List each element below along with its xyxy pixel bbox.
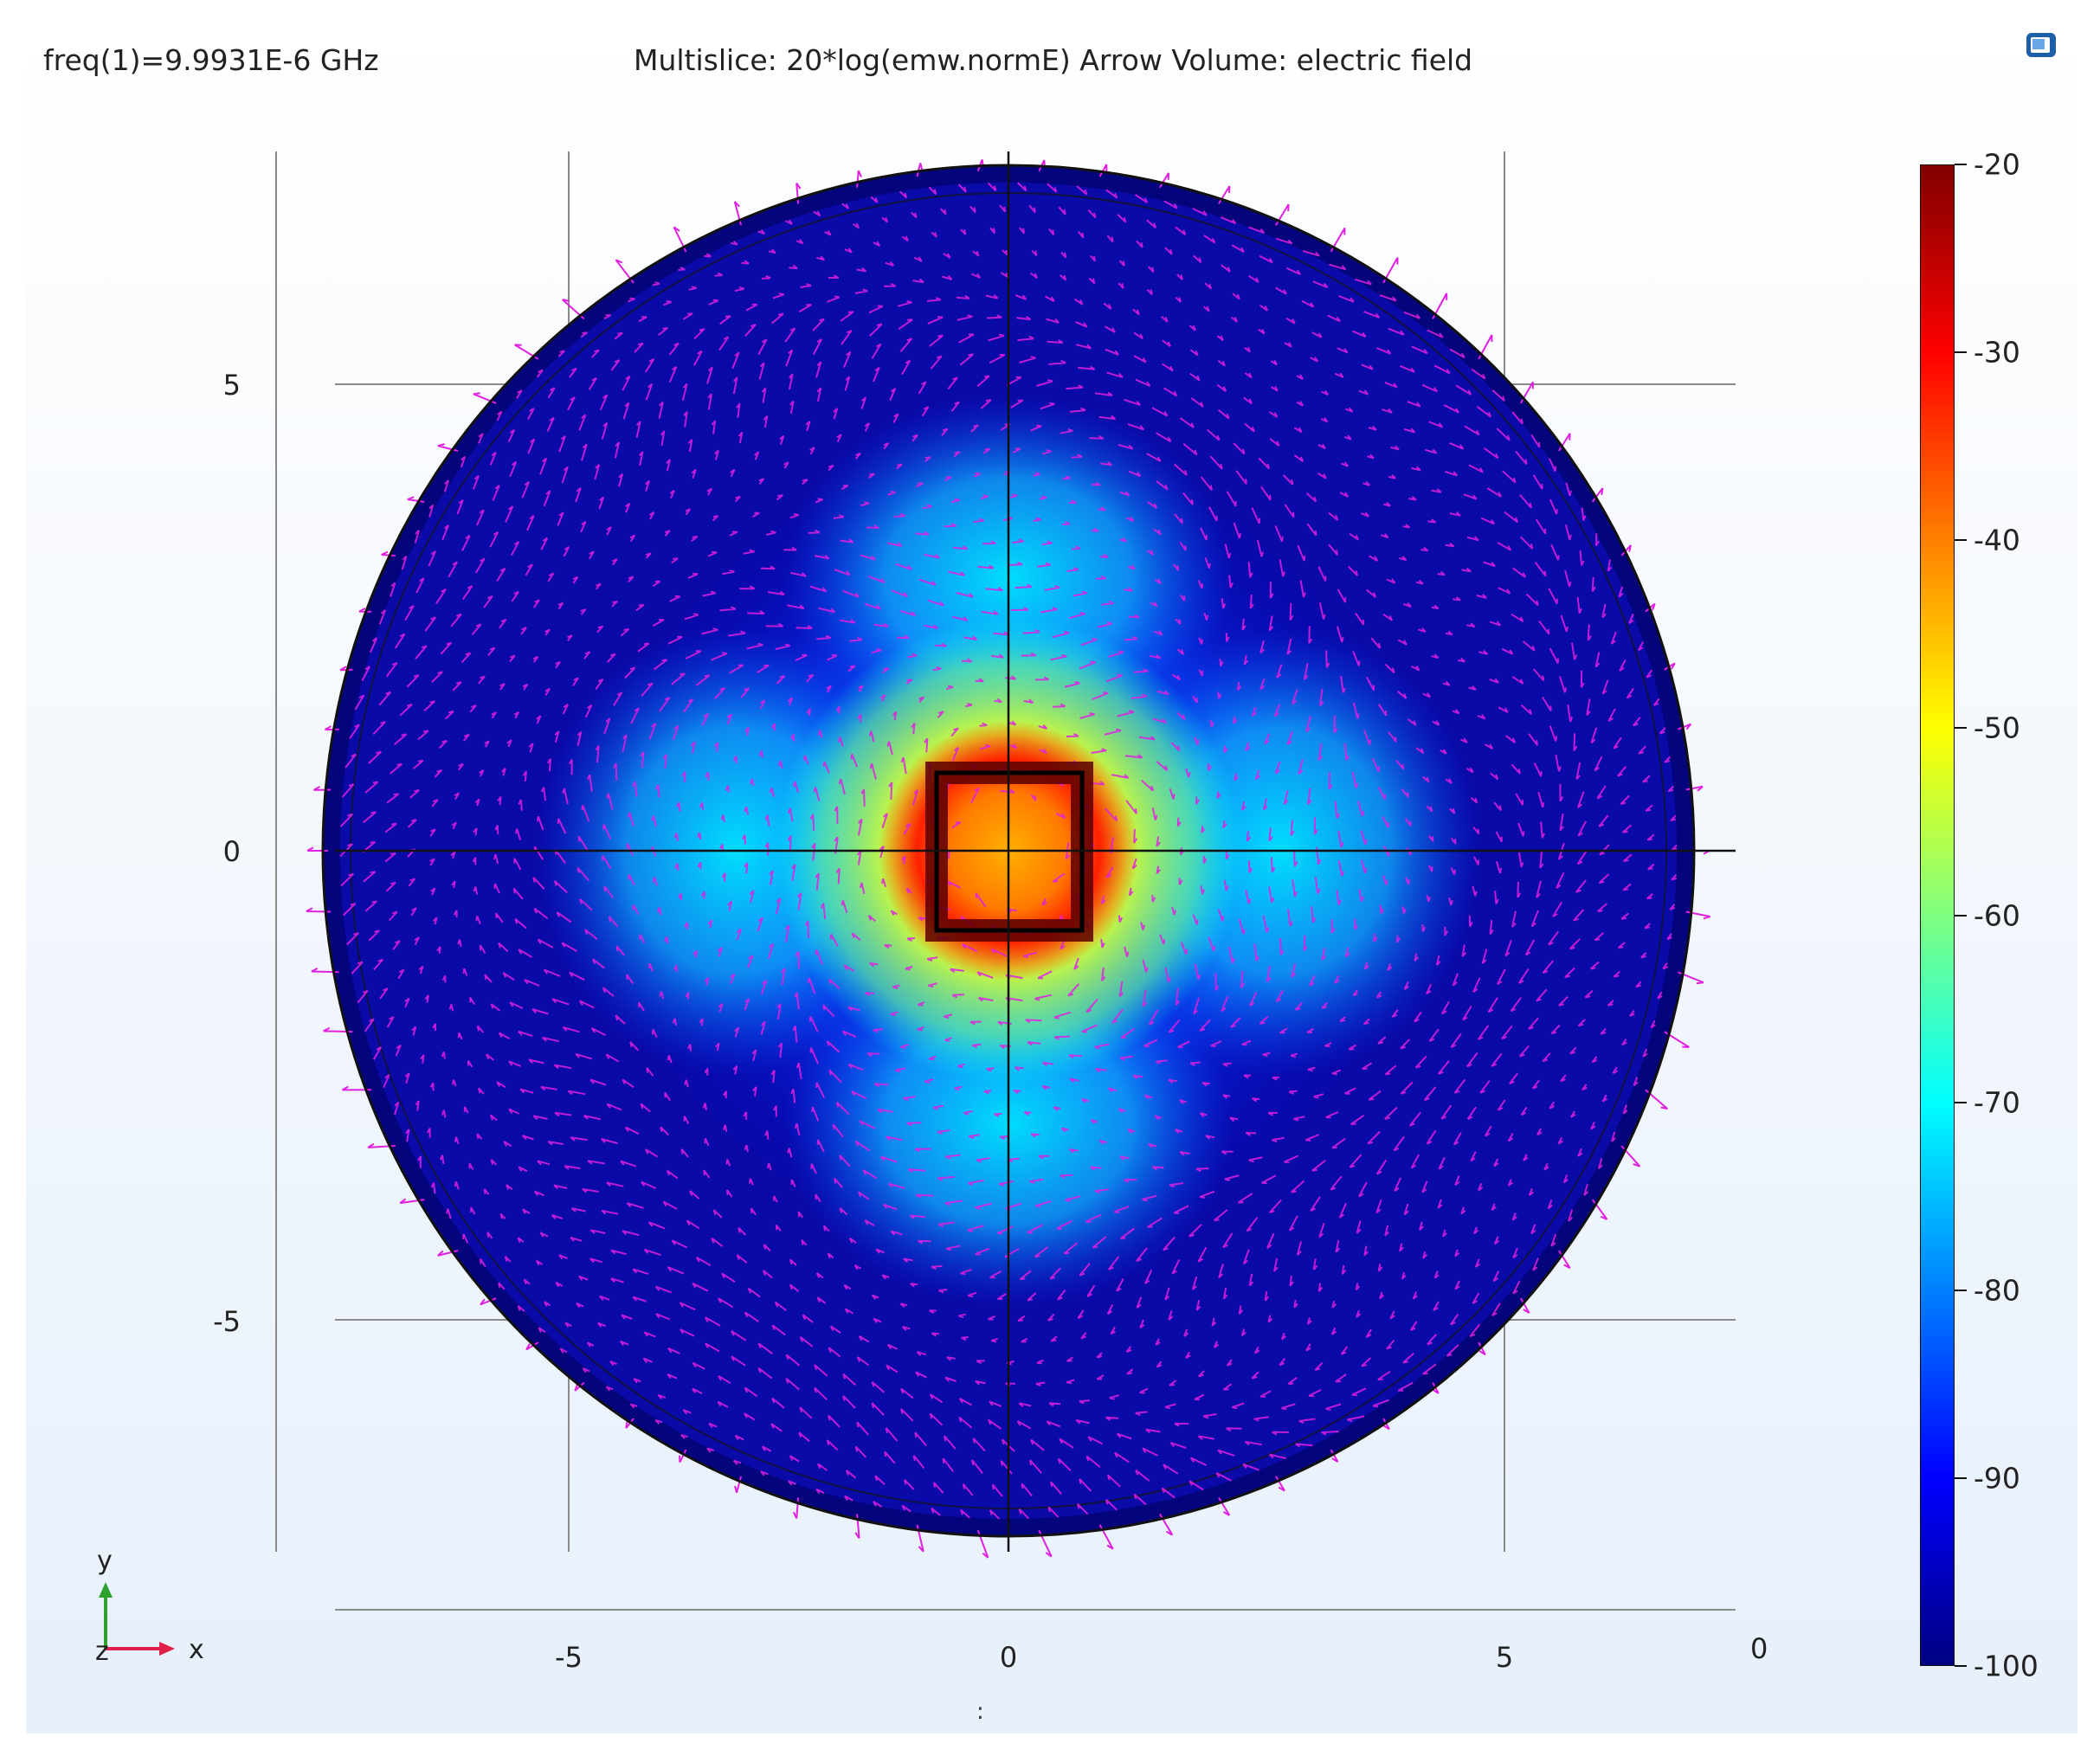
colorbar-label: -40 (1974, 523, 2020, 557)
colorbar-tick (1955, 1665, 1967, 1667)
colorbar-label: -70 (1974, 1085, 2020, 1120)
graphics-viewport[interactable]: freq(1)=9.9931E-6 GHz Multislice: 20*log… (26, 24, 2077, 1733)
arrow-glyphs (339, 182, 1678, 1520)
x-tick-label: 5 (1496, 1641, 1513, 1674)
colorbar-tick (1955, 726, 1967, 729)
colorbar-tick (1955, 1290, 1967, 1292)
colorbar-tick (1955, 914, 1967, 917)
x-tick-label: 0 (1000, 1641, 1017, 1674)
camera-view-button[interactable] (2024, 28, 2058, 62)
center-axes (335, 151, 1736, 1552)
colorbar-label: -90 (1974, 1461, 2020, 1495)
colorbar-tick (1955, 538, 1967, 541)
colorbar-label: -100 (1974, 1649, 2039, 1683)
corner-tick-label: 0 (1750, 1632, 1768, 1665)
y-tick-label: 0 (223, 835, 241, 868)
colorbar-tick (1955, 351, 1967, 353)
triad-x-label: x (189, 1635, 204, 1665)
colorbar (1920, 164, 1955, 1666)
colorbar-label: -80 (1974, 1273, 2020, 1308)
colorbar-label: -50 (1974, 711, 2020, 745)
colorbar-tick (1955, 164, 1967, 165)
axis-triad: y x z (95, 1546, 204, 1667)
plot-area: -5 0 5 5 0 -5 0 y x z (95, 151, 1768, 1674)
triad-y-label: y (97, 1546, 113, 1576)
colorbar-label: -20 (1974, 147, 2020, 182)
frequency-label: freq(1)=9.9931E-6 GHz (43, 43, 379, 77)
arrow-field (339, 182, 1678, 1520)
y-tick-label: 5 (223, 369, 241, 402)
colorbar-label: -60 (1974, 898, 2020, 932)
camera-view-icon (2026, 33, 2056, 57)
x-tick-label: -5 (555, 1641, 583, 1674)
status-indicator: : (976, 1699, 984, 1725)
tick-labels: -5 0 5 5 0 -5 0 (213, 369, 1768, 1674)
plot-title: Multislice: 20*log(emw.normE) Arrow Volu… (634, 43, 1473, 77)
colorbar-label: -30 (1974, 335, 2020, 370)
y-tick-label: -5 (213, 1305, 241, 1338)
triad-z-label: z (95, 1637, 109, 1667)
colorbar-tick (1955, 1477, 1967, 1480)
colorbar-tick (1955, 1102, 1967, 1104)
